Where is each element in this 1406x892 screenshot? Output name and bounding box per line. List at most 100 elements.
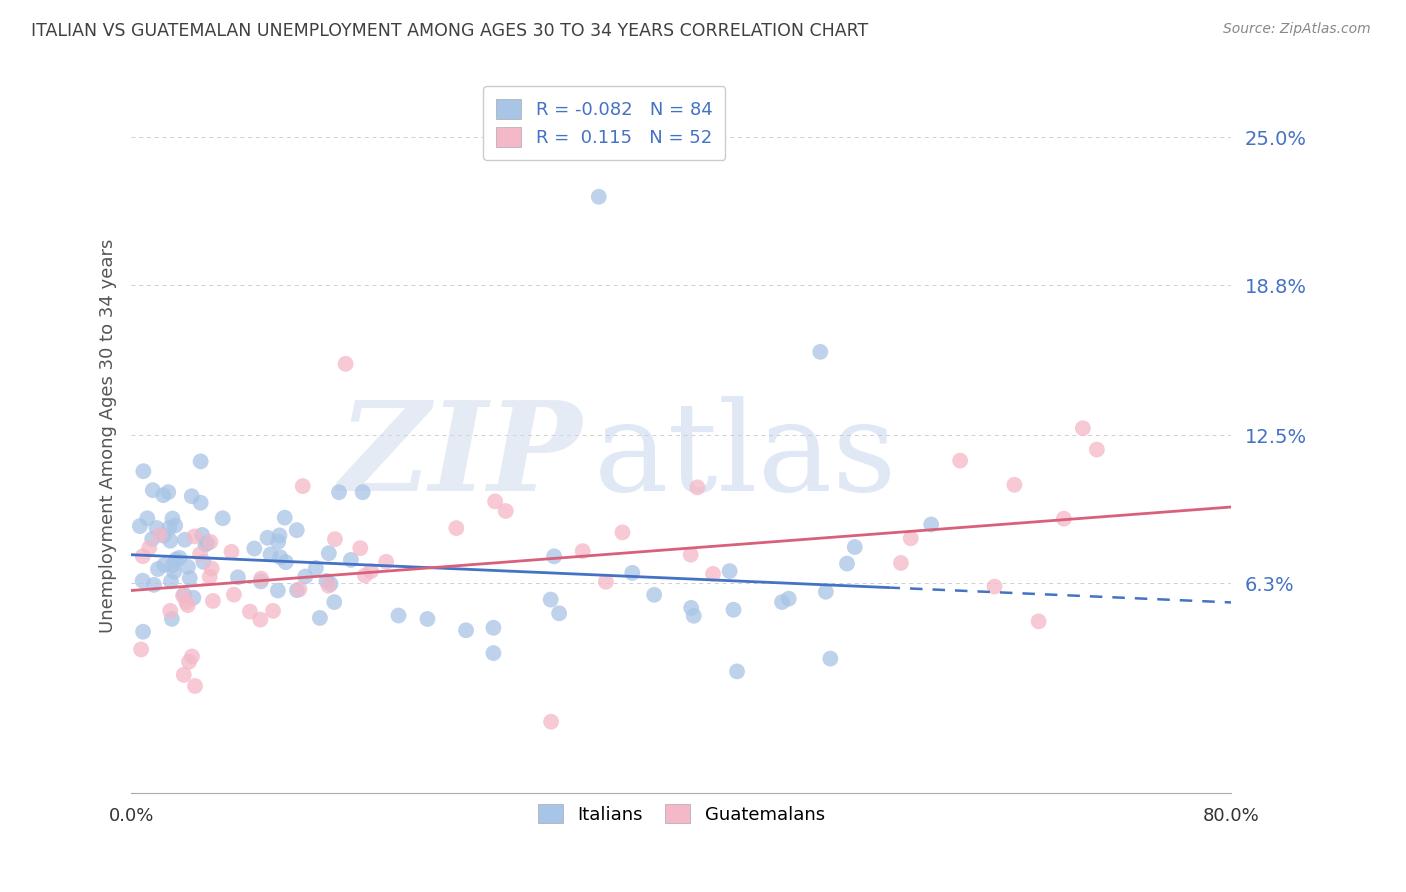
Point (267, 583, 290, 598)
Point (354, 568, 377, 582)
Point (190, 496, 212, 510)
Text: ITALIAN VS GUATEMALAN UNEMPLOYMENT AMONG AGES 30 TO 34 YEARS CORRELATION CHART: ITALIAN VS GUATEMALAN UNEMPLOYMENT AMONG… (31, 22, 868, 40)
Point (132, 624, 155, 639)
Point (820, 651, 842, 665)
Point (1071, 421, 1094, 435)
Point (285, 583, 308, 598)
Text: Source: ZipAtlas.com: Source: ZipAtlas.com (1223, 22, 1371, 37)
Point (323, 595, 346, 609)
Point (181, 649, 204, 664)
Point (194, 537, 217, 551)
Point (183, 529, 205, 543)
Point (482, 621, 505, 635)
Point (177, 655, 200, 669)
Point (173, 588, 195, 602)
Point (169, 550, 191, 565)
Point (375, 555, 398, 569)
Point (184, 679, 207, 693)
Point (643, 588, 665, 602)
Point (543, 549, 565, 564)
Point (160, 574, 183, 589)
Point (291, 479, 314, 493)
Point (172, 589, 194, 603)
Point (141, 532, 163, 546)
Point (269, 528, 291, 542)
Point (305, 561, 328, 575)
Text: ZIP: ZIP (339, 396, 582, 517)
Point (256, 531, 278, 545)
Point (548, 607, 571, 621)
Point (138, 541, 160, 555)
Point (149, 528, 172, 542)
Point (686, 480, 709, 494)
Point (495, 504, 517, 518)
Point (201, 561, 224, 575)
Point (191, 528, 214, 542)
Point (323, 532, 346, 546)
Point (949, 453, 972, 467)
Point (259, 548, 281, 562)
Point (132, 549, 155, 564)
Point (157, 485, 180, 500)
Point (179, 571, 201, 585)
Point (157, 521, 180, 535)
Point (890, 556, 912, 570)
Point (162, 558, 184, 573)
Point (808, 344, 831, 359)
Point (360, 564, 382, 578)
Point (200, 535, 222, 549)
Point (349, 541, 371, 556)
Point (540, 714, 562, 729)
Point (725, 665, 748, 679)
Point (285, 523, 308, 537)
Point (454, 624, 477, 638)
Point (132, 464, 155, 478)
Point (131, 574, 153, 588)
Point (1028, 615, 1050, 629)
Point (153, 558, 176, 572)
Point (315, 574, 337, 588)
Point (1053, 511, 1076, 525)
Point (1002, 477, 1025, 491)
Point (309, 611, 332, 625)
Point (165, 552, 187, 566)
Point (621, 566, 644, 580)
Point (416, 612, 439, 626)
Point (274, 510, 297, 524)
Point (226, 570, 249, 584)
Y-axis label: Unemployment Among Ages 30 to 34 years: Unemployment Among Ages 30 to 34 years (100, 238, 117, 632)
Point (588, 190, 610, 204)
Point (160, 612, 183, 626)
Point (482, 646, 505, 660)
Point (142, 483, 165, 498)
Point (340, 553, 363, 567)
Point (152, 488, 174, 502)
Point (159, 533, 181, 548)
Point (177, 598, 200, 612)
Point (190, 454, 212, 468)
Point (173, 533, 195, 547)
Point (152, 528, 174, 542)
Point (540, 592, 562, 607)
Point (195, 536, 218, 550)
Point (262, 604, 284, 618)
Point (900, 531, 922, 545)
Point (723, 603, 745, 617)
Point (920, 517, 942, 532)
Point (221, 545, 243, 559)
Point (328, 485, 350, 500)
Point (318, 579, 340, 593)
Point (288, 582, 311, 597)
Point (165, 518, 187, 533)
Point (129, 642, 152, 657)
Point (718, 564, 741, 578)
Point (136, 511, 159, 525)
Point (193, 555, 215, 569)
Point (146, 562, 169, 576)
Point (249, 613, 271, 627)
Point (294, 569, 316, 583)
Point (595, 574, 617, 589)
Point (1085, 442, 1108, 457)
Point (222, 588, 245, 602)
Point (814, 584, 837, 599)
